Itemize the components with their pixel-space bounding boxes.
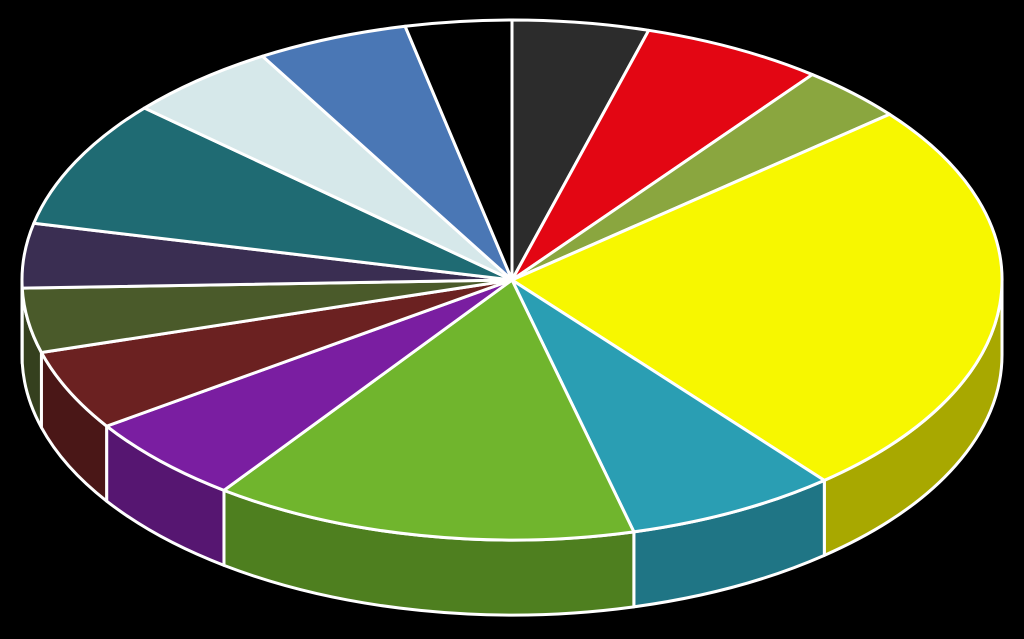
pie-chart-3d [0,0,1024,639]
pie-top [22,20,1002,540]
